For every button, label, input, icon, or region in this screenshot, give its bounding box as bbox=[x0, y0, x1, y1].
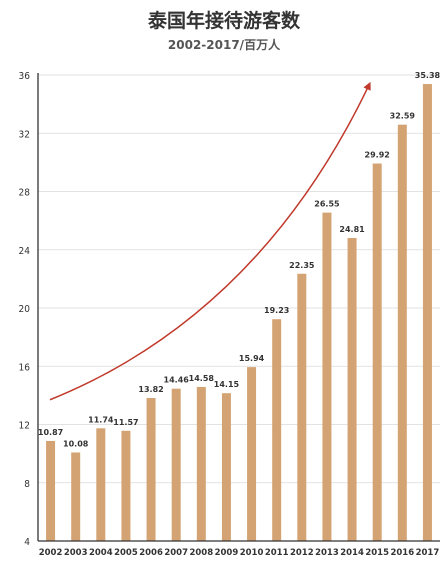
data-label: 10.87 bbox=[38, 428, 63, 437]
bar bbox=[247, 367, 257, 541]
x-tick-label: 2006 bbox=[139, 548, 163, 558]
data-label: 26.55 bbox=[314, 200, 340, 209]
y-tick-label: 20 bbox=[19, 304, 31, 315]
x-tick-label: 2016 bbox=[390, 548, 414, 558]
data-label: 11.57 bbox=[113, 418, 138, 427]
y-tick-label: 24 bbox=[19, 246, 31, 257]
x-tick-label: 2002 bbox=[39, 548, 63, 558]
y-tick-label: 28 bbox=[19, 188, 31, 199]
y-tick-label: 16 bbox=[19, 362, 31, 373]
x-tick-label: 2012 bbox=[290, 548, 314, 558]
bar bbox=[71, 452, 81, 541]
bar bbox=[196, 386, 206, 541]
bar bbox=[96, 428, 106, 541]
x-tick-label: 2011 bbox=[265, 548, 289, 558]
data-label: 14.58 bbox=[189, 374, 215, 383]
y-tick-label: 12 bbox=[19, 421, 30, 432]
bar bbox=[171, 388, 181, 541]
axis-layer: 4 8 12 16 20 24 28 32 36 bbox=[19, 71, 440, 548]
chart-title: 泰国年接待游客数 bbox=[147, 10, 300, 32]
y-tick-label: 4 bbox=[24, 537, 30, 548]
x-tick-label: 2010 bbox=[240, 548, 264, 558]
bar bbox=[272, 319, 282, 541]
trend-arrow bbox=[49, 81, 371, 401]
x-tick-label: 2005 bbox=[114, 548, 138, 558]
data-label: 14.15 bbox=[214, 380, 240, 389]
bar bbox=[46, 440, 56, 541]
x-tick-label: 2014 bbox=[340, 548, 364, 558]
x-tick-label: 2003 bbox=[64, 548, 88, 558]
bar bbox=[422, 84, 432, 541]
y-tick-label: 36 bbox=[19, 71, 31, 82]
bar bbox=[146, 397, 156, 541]
chart-subtitle: 2002-2017/百万人 bbox=[167, 38, 281, 52]
bar bbox=[297, 273, 307, 541]
data-label: 29.92 bbox=[365, 151, 390, 160]
x-tick-label: 2009 bbox=[215, 548, 239, 558]
x-tick-label: 2008 bbox=[189, 548, 213, 558]
x-tick-label: 2015 bbox=[365, 548, 389, 558]
bar bbox=[221, 393, 231, 541]
bar bbox=[372, 163, 382, 542]
x-tick-label: 2013 bbox=[315, 548, 339, 558]
data-label: 14.46 bbox=[164, 376, 190, 385]
x-tick-label: 2017 bbox=[416, 548, 440, 558]
data-label: 35.38 bbox=[415, 71, 441, 80]
data-label: 19.23 bbox=[264, 306, 289, 315]
x-tick-label: 2004 bbox=[89, 548, 113, 558]
bar bbox=[397, 124, 407, 541]
data-label: 24.81 bbox=[339, 225, 365, 234]
data-label: 32.59 bbox=[390, 112, 416, 121]
bar-layer bbox=[46, 84, 432, 542]
data-label: 15.94 bbox=[239, 354, 265, 363]
data-label: 13.82 bbox=[138, 385, 163, 394]
trend-arrow-layer bbox=[49, 81, 371, 401]
x-tick-label: 2007 bbox=[164, 548, 188, 558]
y-tick-label: 8 bbox=[24, 479, 30, 490]
data-label: 11.74 bbox=[88, 415, 114, 424]
data-label: 10.08 bbox=[63, 439, 89, 448]
y-tick-label: 32 bbox=[19, 129, 30, 140]
label-layer: 2002 10.87 2003 10.08 2004 11.74 2005 11.57 2006… bbox=[38, 71, 441, 558]
data-label: 22.35 bbox=[289, 261, 315, 270]
bar bbox=[322, 212, 332, 541]
bar bbox=[121, 430, 131, 541]
bar bbox=[347, 237, 357, 541]
